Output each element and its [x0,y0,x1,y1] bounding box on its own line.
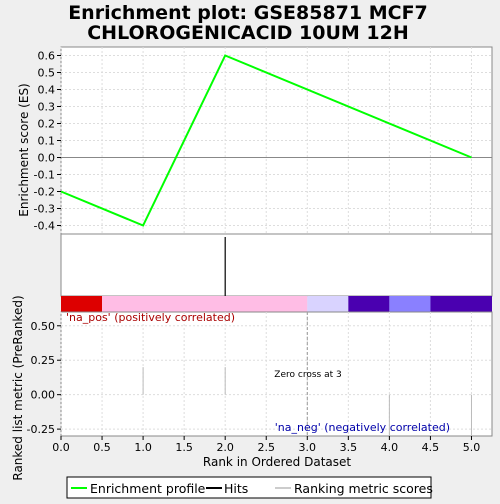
ranked-list-color-bar [61,296,492,312]
enrichment-profile-line [60,54,472,227]
color-bar-segment-4 [389,296,431,312]
negatively-correlated-label: 'na_neg' (negatively correlated) [275,421,450,434]
chart-title-line-1: Enrichment plot: GSE85871 MCF7 [68,2,428,24]
es-y-tick-label-9: 0.5 [38,67,56,80]
x-tick-label-5: 2.5 [257,441,275,454]
color-bar-segment-5 [430,296,492,312]
x-tick-label-10: 5.0 [463,441,481,454]
metric-y-axis-label: Ranked list metric (PreRanked) [11,295,25,480]
metric-panel: -0.25 0.00 0.25 0.50 0.0 0.5 1.0 1.5 2.0 2.5 3.0 3… [11,295,493,481]
color-bar-segment-3 [348,296,390,312]
es-y-tick-label-1: -0.3 [34,203,55,216]
es-y-tick-label-0: -0.4 [34,220,55,233]
chart-title-line-2: CHLOROGENICACID 10UM 12H [87,22,409,44]
x-tick-label-3: 1.5 [175,441,193,454]
es-y-tick-label-8: 0.4 [38,84,56,97]
hits-panel [60,233,493,297]
hits-panel-background [60,233,493,297]
es-y-axis-label: Enrichment score (ES) [17,83,31,216]
es-y-tick-label-4: 0.0 [38,152,56,165]
x-tick-label-2: 1.0 [134,441,152,454]
x-tick-label-8: 4.0 [381,441,399,454]
zero-cross-annotation: Zero cross at 3 [274,370,341,380]
es-y-tick-label-10: 0.6 [38,50,56,63]
metric-panel-background [60,311,493,437]
x-axis-label: Rank in Ordered Dataset [203,455,351,469]
es-panel-background [60,46,493,235]
legend-label-ranking-metric: Ranking metric scores [294,481,433,496]
metric-y-tick-label-3: 0.50 [31,320,56,333]
x-tick-label-9: 4.5 [422,441,440,454]
x-tick-label-6: 3.0 [299,441,317,454]
positively-correlated-label: 'na_pos' (positively correlated) [66,311,235,324]
legend-label-hits: Hits [224,481,248,496]
metric-y-tick-label-2: 0.25 [31,354,56,367]
es-y-tick-label-6: 0.2 [38,118,56,131]
es-y-tick-label-7: 0.3 [38,101,56,114]
metric-y-tick-label-1: 0.00 [31,389,56,402]
color-bar-segment-2 [307,296,349,312]
legend-box [66,476,432,499]
es-y-tick-label-3: -0.1 [34,169,55,182]
x-tick-label-1: 0.5 [93,441,111,454]
x-tick-label-7: 3.5 [340,441,358,454]
es-y-tick-label-5: 0.1 [38,135,56,148]
legend-label-enrichment-profile: Enrichment profile [90,481,206,496]
x-tick-label-0: 0.0 [52,441,70,454]
legend: Enrichment profile Hits Ranking metric s… [66,476,433,499]
metric-y-tick-label-0: -0.25 [27,423,55,436]
color-bar-segment-0 [61,296,103,312]
color-bar-segment-1 [102,296,308,312]
es-panel: -0.4 -0.3 -0.2 -0.1 0.0 0.1 0.2 0.3 0.4 0.5 0.6 En… [17,46,493,235]
x-tick-label-4: 2.0 [216,441,234,454]
es-y-tick-label-2: -0.2 [34,186,55,199]
